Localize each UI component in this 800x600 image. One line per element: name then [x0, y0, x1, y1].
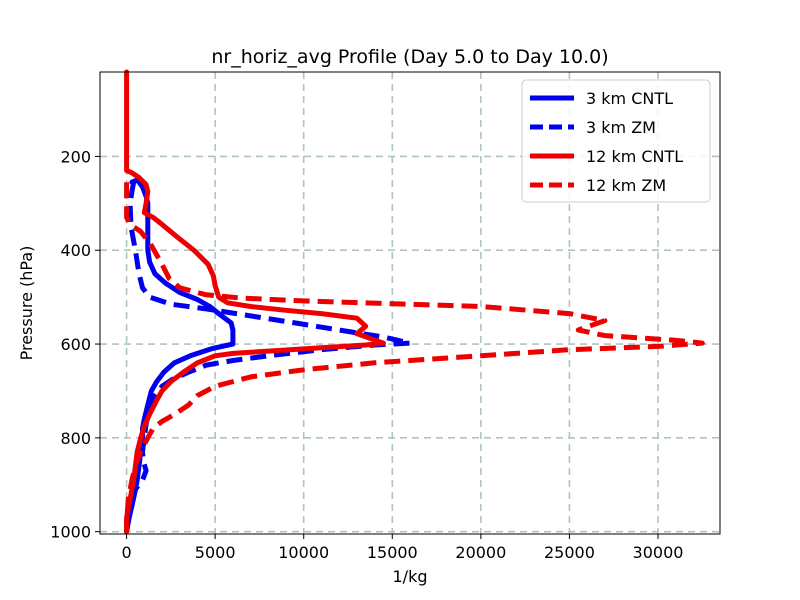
x-tick-label: 25000	[544, 543, 595, 562]
legend-box	[521, 79, 711, 203]
x-axis-title: 1/kg	[393, 567, 428, 586]
legend: 3 km CNTL 3 km ZM 12 km CNTL 12 km ZM	[521, 79, 711, 203]
x-tick-label: 5000	[195, 543, 236, 562]
y-tick-label: 1000	[50, 523, 91, 542]
x-axis-ticks: 0 5000 10000 15000 20000 25000 30000	[121, 534, 683, 562]
legend-label-3: 12 km ZM	[586, 176, 666, 195]
x-tick-label: 0	[121, 543, 131, 562]
x-tick-label: 10000	[278, 543, 329, 562]
y-axis-ticks: 200 400 600 800 1000	[50, 147, 100, 542]
plot-frame	[99, 71, 721, 535]
series-line-1	[124, 181, 413, 532]
y-tick-label: 800	[60, 429, 91, 448]
y-tick-label: 600	[60, 335, 91, 354]
y-tick-label: 200	[60, 147, 91, 166]
y-axis-title: Pressure (hPa)	[17, 246, 36, 361]
legend-label-1: 3 km ZM	[586, 118, 656, 137]
series-lines	[124, 69, 705, 535]
x-tick-label: 20000	[455, 543, 506, 562]
series-line-2	[124, 69, 386, 535]
series-line-3	[124, 182, 705, 532]
y-tick-label: 400	[60, 241, 91, 260]
legend-label-0: 3 km CNTL	[586, 89, 673, 108]
chart-title: nr_horiz_avg Profile (Day 5.0 to Day 10.…	[211, 46, 608, 68]
x-tick-label: 30000	[633, 543, 684, 562]
x-tick-label: 15000	[367, 543, 418, 562]
legend-label-2: 12 km CNTL	[586, 147, 683, 166]
